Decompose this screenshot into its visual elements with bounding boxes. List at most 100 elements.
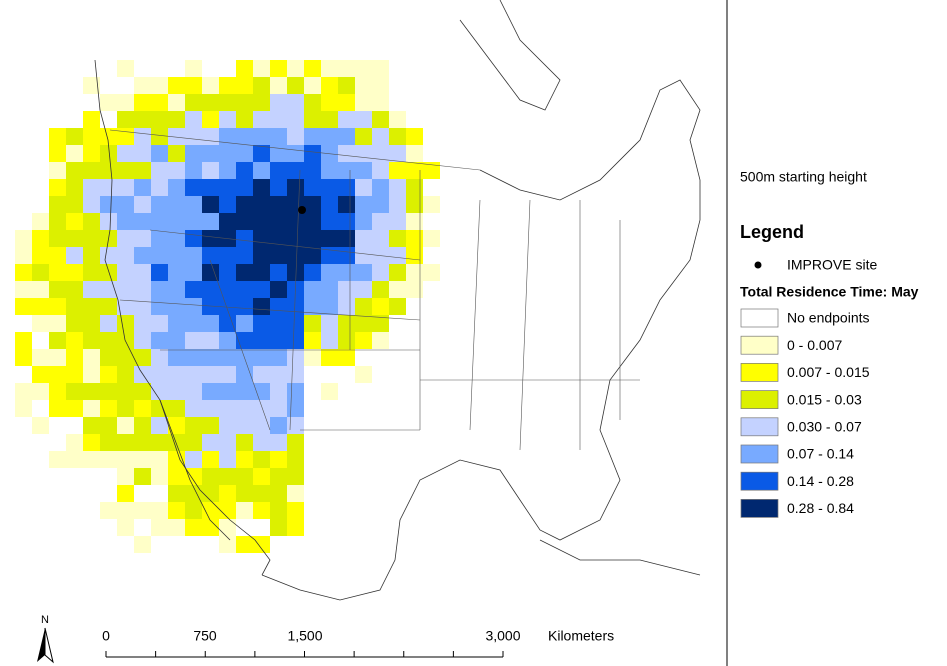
grid-cell — [372, 111, 389, 128]
grid-cell — [321, 196, 338, 213]
grid-cell — [253, 230, 270, 247]
grid-cell — [304, 128, 321, 145]
grid-cell — [287, 451, 304, 468]
grid-cell — [66, 196, 83, 213]
grid-cell — [270, 60, 287, 77]
grid-cell — [321, 179, 338, 196]
grid-cell — [151, 145, 168, 162]
grid-cell — [202, 366, 219, 383]
grid-cell — [355, 298, 372, 315]
grid-cell — [151, 247, 168, 264]
grid-cell — [100, 502, 117, 519]
grid-cell — [134, 349, 151, 366]
grid-cell — [236, 417, 253, 434]
grid-cell — [66, 451, 83, 468]
grid-cell — [355, 179, 372, 196]
grid-cell — [287, 60, 304, 77]
grid-cell — [168, 502, 185, 519]
grid-cell — [185, 162, 202, 179]
grid-cell — [270, 485, 287, 502]
grid-cell — [338, 94, 355, 111]
grid-cell — [304, 179, 321, 196]
grid-cell — [49, 281, 66, 298]
grid-cell — [83, 264, 100, 281]
grid-cell — [168, 485, 185, 502]
grid-cell — [270, 332, 287, 349]
grid-cell — [219, 179, 236, 196]
grid-cell — [168, 366, 185, 383]
legend-swatch — [740, 335, 779, 355]
grid-cell — [321, 60, 338, 77]
grid-cell — [202, 247, 219, 264]
grid-cell — [236, 264, 253, 281]
grid-cell — [185, 383, 202, 400]
grid-cell — [117, 519, 134, 536]
grid-cell — [270, 366, 287, 383]
grid-cell — [100, 298, 117, 315]
grid-cell — [83, 111, 100, 128]
grid-cell — [270, 349, 287, 366]
grid-cell — [134, 230, 151, 247]
grid-cell — [287, 400, 304, 417]
grid-cell — [202, 434, 219, 451]
grid-cell — [151, 281, 168, 298]
grid-cell — [117, 417, 134, 434]
grid-cell — [83, 281, 100, 298]
grid-cell — [236, 434, 253, 451]
grid-cell — [219, 281, 236, 298]
grid-cell — [219, 128, 236, 145]
grid-cell — [100, 247, 117, 264]
grid-cell — [304, 230, 321, 247]
grid-cell — [168, 145, 185, 162]
grid-cell — [338, 349, 355, 366]
grid-cell — [304, 162, 321, 179]
grid-cell — [83, 366, 100, 383]
grid-cell — [117, 60, 134, 77]
legend-swatch — [740, 471, 779, 491]
grid-cell — [151, 519, 168, 536]
grid-cell — [49, 264, 66, 281]
grid-cell — [202, 162, 219, 179]
caribbean — [539, 539, 701, 576]
grid-cell — [355, 230, 372, 247]
grid-cell — [355, 332, 372, 349]
grid-cell — [321, 247, 338, 264]
grid-cell — [100, 94, 117, 111]
grid-cell — [151, 213, 168, 230]
grid-cell — [253, 468, 270, 485]
grid-cell — [151, 162, 168, 179]
grid-cell — [151, 383, 168, 400]
legend-label: 0.07 - 0.14 — [787, 446, 854, 462]
grid-cell — [287, 128, 304, 145]
grid-cell — [151, 264, 168, 281]
grid-cell — [219, 94, 236, 111]
grid-cell — [134, 502, 151, 519]
grid-cell — [219, 315, 236, 332]
grid-cell — [100, 281, 117, 298]
grid-cell — [202, 383, 219, 400]
grid-cell — [117, 94, 134, 111]
grid-cell — [66, 349, 83, 366]
grid-cell — [117, 502, 134, 519]
grid-cell — [117, 162, 134, 179]
grid-cell — [270, 145, 287, 162]
grid-cell — [185, 468, 202, 485]
grid-cell — [168, 264, 185, 281]
west-coast — [94, 59, 271, 576]
grid-cell — [134, 451, 151, 468]
grid-cell — [185, 264, 202, 281]
grid-cell — [253, 417, 270, 434]
grid-cell — [100, 366, 117, 383]
grid-cell — [151, 111, 168, 128]
scale-label: 1,500 — [287, 628, 322, 644]
grid-cell — [253, 383, 270, 400]
grid-cell — [151, 417, 168, 434]
grid-cell — [83, 400, 100, 417]
legend-label: No endpoints — [787, 310, 870, 326]
grid-cell — [83, 162, 100, 179]
east-coast — [261, 79, 701, 601]
grid-cell — [202, 332, 219, 349]
grid-cell — [406, 162, 423, 179]
grid-cell — [100, 196, 117, 213]
grid-cell — [270, 519, 287, 536]
